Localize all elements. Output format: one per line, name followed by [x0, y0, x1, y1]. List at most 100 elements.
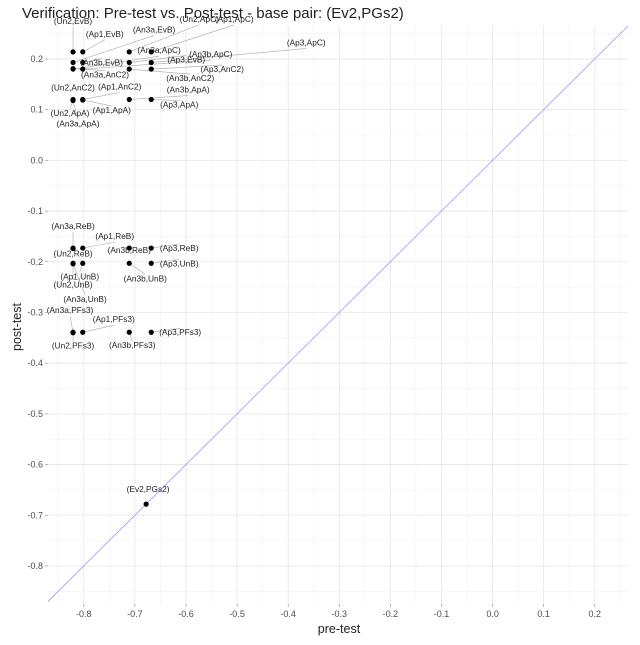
data-points — [70, 49, 154, 507]
data-point — [70, 261, 76, 267]
label-connector — [151, 24, 235, 53]
y-tick-label: -0.2 — [27, 257, 43, 267]
y-tick-label: -0.7 — [27, 510, 43, 520]
y-tick-label: -0.8 — [27, 561, 43, 571]
data-point — [80, 59, 86, 66]
y-tick-label: -0.3 — [27, 307, 43, 317]
data-point — [126, 49, 132, 55]
label-connector — [69, 316, 74, 333]
label-connector — [129, 95, 189, 100]
label-connector — [151, 48, 307, 63]
point-label: (Ap1,UnB) — [60, 271, 99, 281]
label-connector — [151, 258, 180, 264]
label-connector — [82, 39, 105, 53]
y-tick-label: 0.2 — [30, 54, 43, 64]
label-connector — [151, 327, 181, 333]
label-connector — [72, 35, 155, 63]
point-label: (An3a,ReB) — [51, 221, 95, 231]
data-point — [148, 260, 154, 266]
data-point — [80, 260, 86, 266]
point-label: (Ev2,PGs2) — [127, 484, 170, 494]
data-point — [126, 245, 132, 251]
point-label: (An3a,AnC2) — [81, 70, 129, 80]
y-tick-label: -0.4 — [27, 358, 43, 368]
data-point — [126, 59, 132, 66]
y-axis-ticks: 0.2 0.1 0.0 -0.1 -0.2 -0.3 -0.4 -0.5 -0.6 -0.7 -0.… — [27, 54, 48, 571]
label-connector — [82, 92, 120, 100]
x-tick-label: -0.7 — [127, 609, 143, 619]
data-point — [80, 97, 86, 103]
point-label: (An3a,PFs3) — [47, 305, 94, 315]
y-tick-label: -0.6 — [27, 460, 43, 470]
point-label: (An3a,UnB) — [63, 294, 107, 304]
point-label: (Ap1,ApA) — [93, 105, 132, 115]
point-label: (An3b,UnB) — [124, 273, 168, 283]
label-connector — [129, 68, 191, 75]
x-tick-label: -0.1 — [434, 609, 450, 619]
point-label: (An3b,PFs3) — [109, 340, 156, 350]
x-tick-label: -0.8 — [76, 609, 92, 619]
point-label: (An3a,ApC) — [137, 45, 181, 55]
data-point — [80, 49, 86, 55]
point-label: (Ap3,ApC) — [287, 38, 326, 48]
x-tick-label: -0.3 — [332, 609, 348, 619]
data-point — [70, 330, 76, 336]
data-point — [70, 49, 76, 55]
y-axis-title: post-test — [10, 303, 24, 351]
data-point — [126, 260, 132, 266]
y-tick-label: -0.5 — [27, 409, 43, 419]
x-tick-label: -0.5 — [229, 609, 245, 619]
label-connector — [72, 55, 160, 70]
point-label: (Ap3,EvB) — [167, 55, 205, 65]
point-label: (Ap3,PFs3) — [159, 327, 201, 337]
data-point — [148, 96, 154, 103]
label-connector — [82, 59, 211, 70]
chart-title: Verification: Pre-test vs. Post-test - b… — [22, 5, 404, 22]
y-tick-label: 0.1 — [30, 105, 43, 115]
point-label: (An3b,ApA) — [167, 85, 210, 95]
label-connector — [151, 99, 180, 101]
point-label: (Ap1,AnC2) — [98, 82, 142, 92]
data-point — [70, 245, 76, 252]
x-axis-ticks: -0.8 -0.7 -0.6 -0.5 -0.4 -0.3 -0.2 -0.1 0.0 0.1 0.… — [76, 604, 601, 619]
point-label: (An3b,ReB) — [108, 245, 152, 255]
data-point — [126, 96, 132, 103]
x-tick-label: 0.0 — [486, 609, 499, 619]
x-tick-label: 0.1 — [537, 609, 550, 619]
point-label: (Ap3,ReB) — [160, 243, 199, 253]
label-connector — [72, 263, 86, 295]
x-tick-label: -0.6 — [178, 609, 194, 619]
point-label: (An3b,ApC) — [189, 49, 233, 59]
data-point — [148, 59, 154, 66]
data-point — [143, 501, 149, 507]
data-point — [80, 245, 86, 251]
point-label: (An3b,AnC2) — [166, 73, 214, 83]
label-connector — [73, 68, 106, 71]
data-point — [148, 245, 154, 251]
point-label: (Ap3,UnB) — [160, 258, 199, 268]
data-point — [70, 97, 76, 104]
point-label: (Un2,PFs3) — [52, 341, 95, 351]
point-label: (Ap3,ApA) — [160, 100, 199, 110]
point-label: (Un2,UnB) — [53, 279, 92, 289]
x-tick-label: 0.2 — [589, 609, 602, 619]
point-label: (An3a,EvB) — [133, 25, 176, 35]
data-point — [126, 329, 132, 335]
x-tick-label: -0.4 — [280, 609, 296, 619]
label-connector — [72, 100, 79, 120]
label-connector — [151, 243, 180, 249]
data-point — [148, 66, 154, 72]
point-label: (Ap1,ApC) — [215, 14, 254, 24]
label-connector — [82, 58, 102, 63]
point-label: (Ap1,ReB) — [95, 231, 134, 241]
point-label: (Un2,ReB) — [53, 249, 92, 259]
point-label: (An3a,ApA) — [57, 119, 100, 129]
grid — [48, 26, 628, 604]
data-point — [148, 329, 154, 335]
label-connector — [129, 24, 200, 53]
data-point — [80, 66, 86, 72]
y-tick-label: -0.1 — [27, 206, 43, 216]
point-label: (Ap1,PFs3) — [93, 314, 135, 324]
